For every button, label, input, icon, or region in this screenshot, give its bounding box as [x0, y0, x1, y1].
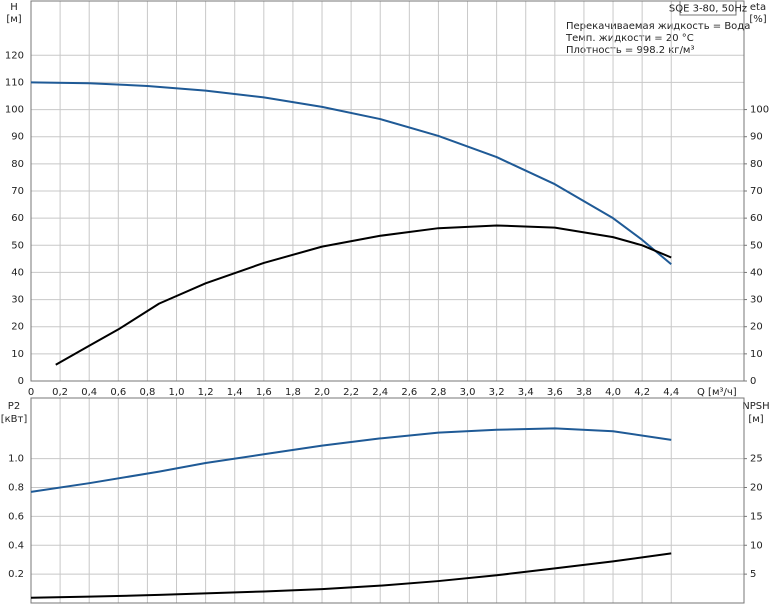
y2-tick-label: 15 — [750, 511, 763, 522]
plot-frame — [30, 0, 745, 382]
y-tick-label: 70 — [11, 186, 24, 197]
curve — [30, 81, 672, 266]
note: Плотность = 998.2 кг/м³ — [566, 45, 695, 56]
x-tick-label: 4,2 — [634, 387, 650, 398]
title-box — [679, 0, 737, 16]
y-tick-label: 0.6 — [8, 511, 24, 522]
x-tick-label: 3,6 — [547, 387, 563, 398]
y-tick-label: 100 — [5, 105, 24, 116]
x-tick-label: 2,4 — [372, 387, 388, 398]
curve — [30, 427, 672, 493]
y2-tick-label: 5 — [750, 569, 756, 580]
y2-tick-label: 90 — [750, 132, 763, 143]
x-tick-label: 0,8 — [139, 387, 155, 398]
x-tick-label: 0,4 — [81, 387, 97, 398]
y-tick-label: 0.4 — [8, 540, 24, 551]
y2-tick-label: 20 — [750, 483, 763, 494]
y-tick-label: 90 — [11, 132, 24, 143]
y2-tick-label: 40 — [750, 267, 763, 278]
y2-tick-label: 25 — [750, 454, 763, 465]
x-tick-label: 3,2 — [489, 387, 505, 398]
y-tick-label: 40 — [11, 267, 24, 278]
x-tick-label: 4,4 — [663, 387, 679, 398]
curve — [30, 552, 672, 599]
y-tick-label: 50 — [11, 240, 24, 251]
y-axis-title: H — [10, 2, 18, 13]
x-tick-label: 1,4 — [227, 387, 243, 398]
x-tick-label: 0,6 — [110, 387, 126, 398]
y2-tick-label: 100 — [750, 105, 769, 116]
y-tick-label: 0.2 — [8, 569, 24, 580]
x-tick-label: 2,6 — [401, 387, 417, 398]
y2-tick-label: 60 — [750, 213, 763, 224]
x-tick-label: 1,6 — [256, 387, 272, 398]
x-tick-label: 1,0 — [169, 387, 185, 398]
chart-title: SQE 3-80, 50Hz — [669, 4, 747, 15]
y-tick-label: 80 — [11, 159, 24, 170]
x-tick-label: 3,8 — [576, 387, 592, 398]
x-tick-label: 0,2 — [52, 387, 68, 398]
y-tick-label: 20 — [11, 322, 24, 333]
x-tick-label: 1,8 — [285, 387, 301, 398]
y-tick-label: 0 — [18, 376, 24, 387]
x-tick-label: 3,0 — [460, 387, 476, 398]
x-tick-label: 2,2 — [343, 387, 359, 398]
y-tick-label: 0.8 — [8, 483, 24, 494]
y2-tick-label: 80 — [750, 159, 763, 170]
y2-tick-label: 0 — [750, 376, 756, 387]
note: Темп. жидкости = 20 °C — [565, 33, 694, 44]
y-axis-unit: [м] — [6, 14, 21, 25]
curve — [55, 224, 672, 366]
y2-tick-label: 70 — [750, 186, 763, 197]
x-tick-label: 1,2 — [198, 387, 214, 398]
y2-tick-label: 50 — [750, 240, 763, 251]
y2-tick-label: 10 — [750, 349, 763, 360]
y2-tick-label: 20 — [750, 322, 763, 333]
y2-axis-unit: [%] — [749, 14, 766, 25]
y2-tick-label: 30 — [750, 295, 763, 306]
x-tick-label: 2,8 — [430, 387, 446, 398]
y2-axis-unit: [м] — [748, 414, 763, 425]
y-tick-label: 30 — [11, 295, 24, 306]
y-axis-unit: [кВт] — [1, 414, 28, 425]
y-tick-label: 1.0 — [8, 454, 24, 465]
x-tick-label: 4,0 — [605, 387, 621, 398]
y-axis-title: P2 — [8, 401, 20, 412]
y-tick-label: 10 — [11, 349, 24, 360]
y-tick-label: 110 — [5, 77, 24, 88]
y-tick-label: 60 — [11, 213, 24, 224]
y2-axis-title: NPSH — [742, 401, 769, 412]
x-axis-title: Q [м³/ч] — [697, 387, 737, 398]
x-tick-label: 3,4 — [518, 387, 534, 398]
y2-axis-title: eta — [750, 2, 766, 13]
x-tick-label: 0 — [28, 387, 34, 398]
y2-tick-label: 10 — [750, 540, 763, 551]
plot-frame — [30, 397, 745, 604]
y-tick-label: 120 — [5, 50, 24, 61]
note: Перекачиваемая жидкость = Вода — [566, 21, 750, 32]
x-tick-label: 2,0 — [314, 387, 330, 398]
